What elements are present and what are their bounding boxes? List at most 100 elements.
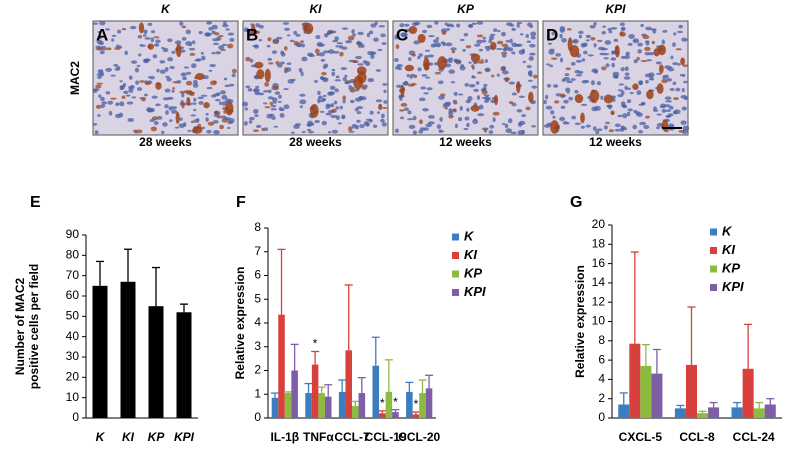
texture <box>97 114 101 117</box>
texture <box>610 27 618 30</box>
texture <box>171 50 176 54</box>
texture <box>375 99 383 103</box>
texture <box>636 56 640 61</box>
texture <box>403 107 409 112</box>
stain <box>589 89 600 103</box>
texture <box>511 51 516 55</box>
texture <box>192 83 199 88</box>
texture <box>258 24 264 29</box>
bar <box>372 365 380 418</box>
texture <box>450 47 457 51</box>
texture <box>501 65 506 71</box>
texture <box>321 72 327 76</box>
texture <box>680 120 687 125</box>
texture <box>367 78 375 83</box>
texture <box>478 104 484 110</box>
texture <box>271 50 278 54</box>
texture <box>418 129 424 134</box>
texture <box>205 32 212 37</box>
texture <box>172 87 176 90</box>
texture <box>105 91 111 95</box>
stain <box>417 33 426 43</box>
texture <box>205 112 209 116</box>
texture <box>191 40 196 45</box>
texture <box>95 84 102 89</box>
texture <box>529 24 534 29</box>
texture <box>496 40 504 45</box>
y-tick-label: 10 <box>66 390 80 404</box>
texture <box>633 59 638 64</box>
significance-mark: * <box>380 396 385 410</box>
texture <box>424 49 431 52</box>
texture <box>591 68 598 73</box>
texture <box>566 28 572 31</box>
y-tick-label: 6 <box>254 268 261 282</box>
texture <box>108 110 113 116</box>
texture <box>565 67 571 71</box>
texture <box>543 99 547 105</box>
texture <box>171 89 175 93</box>
texture <box>282 22 290 25</box>
legend-label: KI <box>464 247 477 262</box>
texture <box>168 106 173 111</box>
texture <box>648 52 655 56</box>
bar <box>685 364 697 418</box>
texture <box>270 108 277 111</box>
texture <box>210 80 217 86</box>
legend-swatch <box>452 252 459 259</box>
texture <box>105 28 111 31</box>
legend-label: K <box>722 223 733 238</box>
texture <box>306 52 314 57</box>
texture <box>241 101 249 107</box>
texture <box>134 67 140 73</box>
texture <box>329 85 336 90</box>
stain <box>303 23 314 35</box>
texture <box>273 125 279 128</box>
stain <box>254 61 264 69</box>
stain <box>490 41 497 51</box>
texture <box>465 45 472 49</box>
texture <box>190 120 195 124</box>
texture <box>516 109 523 113</box>
y-tick-label: 2 <box>598 391 605 405</box>
legend-label: K <box>464 228 475 243</box>
texture <box>627 87 631 90</box>
texture <box>255 124 262 128</box>
texture <box>335 115 340 120</box>
texture <box>186 71 192 75</box>
texture <box>366 32 370 38</box>
texture <box>97 46 103 51</box>
texture <box>143 58 147 63</box>
texture <box>111 34 117 37</box>
texture <box>596 81 602 86</box>
texture <box>254 114 259 118</box>
bar <box>385 391 393 418</box>
texture <box>139 80 145 83</box>
texture <box>545 94 549 100</box>
texture <box>125 94 131 97</box>
texture <box>347 35 355 41</box>
texture <box>545 63 551 66</box>
bar <box>640 365 652 418</box>
texture <box>308 130 314 134</box>
texture <box>331 68 336 72</box>
texture <box>578 70 584 75</box>
texture <box>355 55 362 60</box>
texture <box>545 105 553 110</box>
texture <box>562 121 568 125</box>
texture <box>255 85 260 89</box>
stain <box>569 45 580 58</box>
stain <box>470 105 480 112</box>
texture <box>337 122 342 125</box>
texture <box>522 60 527 64</box>
stain <box>550 120 559 134</box>
texture <box>476 34 484 38</box>
texture <box>278 106 283 111</box>
texture <box>341 114 346 120</box>
legend-swatch <box>452 289 459 296</box>
bar <box>278 314 285 418</box>
texture <box>471 22 477 25</box>
texture <box>462 48 467 52</box>
texture <box>301 131 306 134</box>
